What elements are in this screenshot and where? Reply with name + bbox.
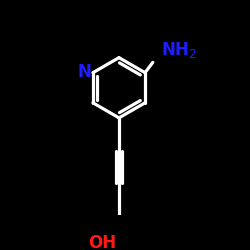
Text: NH$_2$: NH$_2$ (160, 40, 196, 60)
Text: OH: OH (88, 234, 116, 250)
Text: N: N (77, 63, 91, 81)
